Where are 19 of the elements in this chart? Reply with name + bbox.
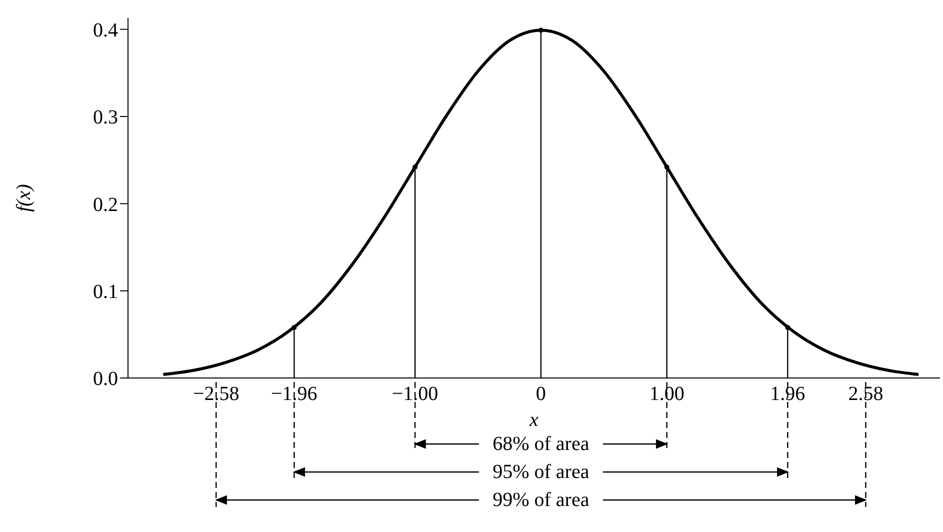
point [785,324,790,330]
y-tick-label: 0.1 [93,280,118,303]
y-tick-label: 0.3 [93,106,118,129]
x-tick-label: −1.00 [392,383,438,406]
x-tick-label: 1.96 [770,383,806,406]
x-axis-title: x [528,409,539,431]
x-tick-label: −1.96 [271,383,318,406]
point [664,164,670,170]
x-tick-label: −2.58 [192,383,240,406]
x-tick-label: 0 [536,383,546,406]
point [538,28,544,33]
y-axis-title: f(x) [13,184,36,212]
y-tick-label: 0.0 [93,368,118,390]
y-tick-label: 0.4 [93,19,118,42]
point [412,164,418,170]
x-tick-label: 1.00 [649,383,684,406]
y-tick-label: 0.2 [93,194,118,216]
x-tick-label: 2.58 [848,383,884,406]
point [292,324,297,330]
